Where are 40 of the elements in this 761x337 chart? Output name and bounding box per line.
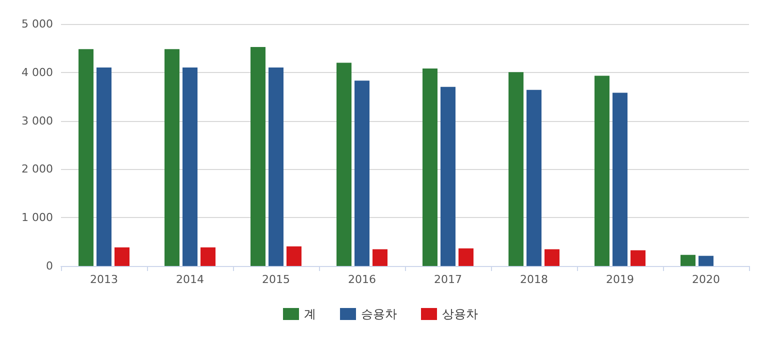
x-tick-label: 2016	[348, 273, 376, 286]
x-tick-label: 2019	[606, 273, 634, 286]
bar	[458, 248, 474, 266]
x-tick-label: 2014	[176, 273, 204, 286]
bar	[78, 49, 94, 266]
bar	[96, 68, 112, 266]
bar	[286, 246, 302, 266]
bar	[336, 62, 352, 266]
legend-label: 승용차	[361, 307, 397, 321]
bar	[354, 80, 370, 266]
x-tick-label: 2018	[520, 273, 548, 286]
bar	[612, 92, 628, 266]
x-tick-label: 2020	[692, 273, 720, 286]
bar	[698, 256, 714, 266]
bar	[114, 247, 130, 266]
y-tick-label: 1 000	[22, 211, 53, 224]
bar	[630, 250, 646, 266]
bar	[372, 249, 388, 266]
bar	[508, 72, 524, 266]
legend-label: 상용차	[442, 307, 478, 321]
y-tick-label: 5 000	[22, 18, 53, 30]
bar	[594, 76, 610, 266]
bar	[526, 90, 542, 266]
bar	[200, 247, 216, 266]
bar	[164, 49, 180, 266]
legend-label: 계	[304, 307, 316, 321]
bar	[440, 86, 456, 266]
bar	[268, 68, 284, 266]
bar	[250, 46, 266, 266]
bar	[422, 68, 438, 266]
x-tick-label: 2013	[90, 273, 118, 286]
x-tick-label: 2015	[262, 273, 290, 286]
bar	[182, 68, 198, 266]
x-tick-label: 2017	[434, 273, 462, 286]
bar	[544, 249, 560, 266]
y-tick-label: 3 000	[22, 114, 53, 128]
bar	[680, 254, 696, 266]
y-tick-label: 0	[46, 260, 53, 272]
y-tick-label: 4 000	[22, 66, 53, 79]
y-tick-label: 2 000	[22, 162, 53, 176]
